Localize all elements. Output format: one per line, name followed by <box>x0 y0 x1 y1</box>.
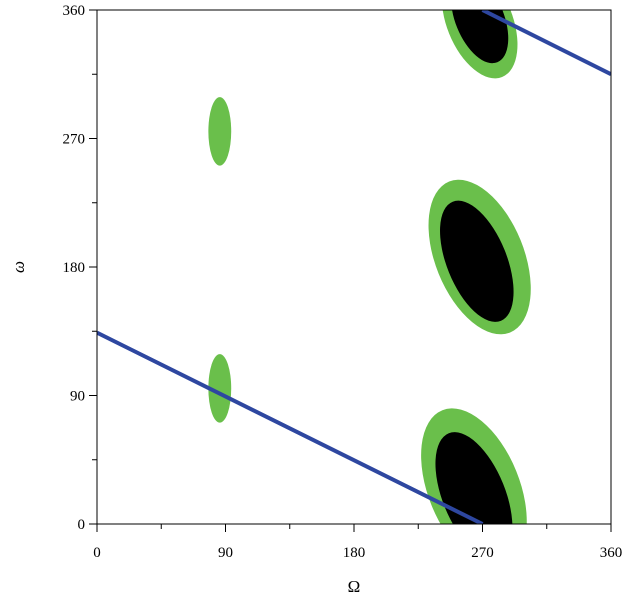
line-layer <box>97 10 611 524</box>
inner-region-5 <box>440 200 514 322</box>
series-line-0 <box>97 330 484 524</box>
inner-region-3 <box>451 10 509 64</box>
y-tick-label-180: 180 <box>63 260 86 276</box>
x-tick-label-0: 0 <box>93 545 101 561</box>
outer-region-0 <box>208 97 232 166</box>
outer-region-1 <box>208 354 232 423</box>
x-tick-label-180: 180 <box>343 545 366 561</box>
tick-label-layer: 0 90 180 270 360 0 90 180 270 360 <box>63 3 623 561</box>
region-layer <box>208 10 531 524</box>
inner-region-7 <box>435 432 513 524</box>
y-tick-label-0: 0 <box>78 517 86 533</box>
y-tick-label-270: 270 <box>63 132 86 148</box>
x-tick-label-360: 360 <box>600 545 623 561</box>
x-axis-label: Ω <box>348 577 361 596</box>
y-axis-label: ω <box>9 261 28 273</box>
series-line-1 <box>481 10 611 77</box>
y-tick-label-90: 90 <box>70 389 85 405</box>
tick-layer <box>89 9 612 532</box>
x-tick-label-270: 270 <box>471 545 494 561</box>
y-tick-label-360: 360 <box>63 3 86 19</box>
x-tick-label-90: 90 <box>218 545 233 561</box>
plot-background <box>97 10 611 524</box>
